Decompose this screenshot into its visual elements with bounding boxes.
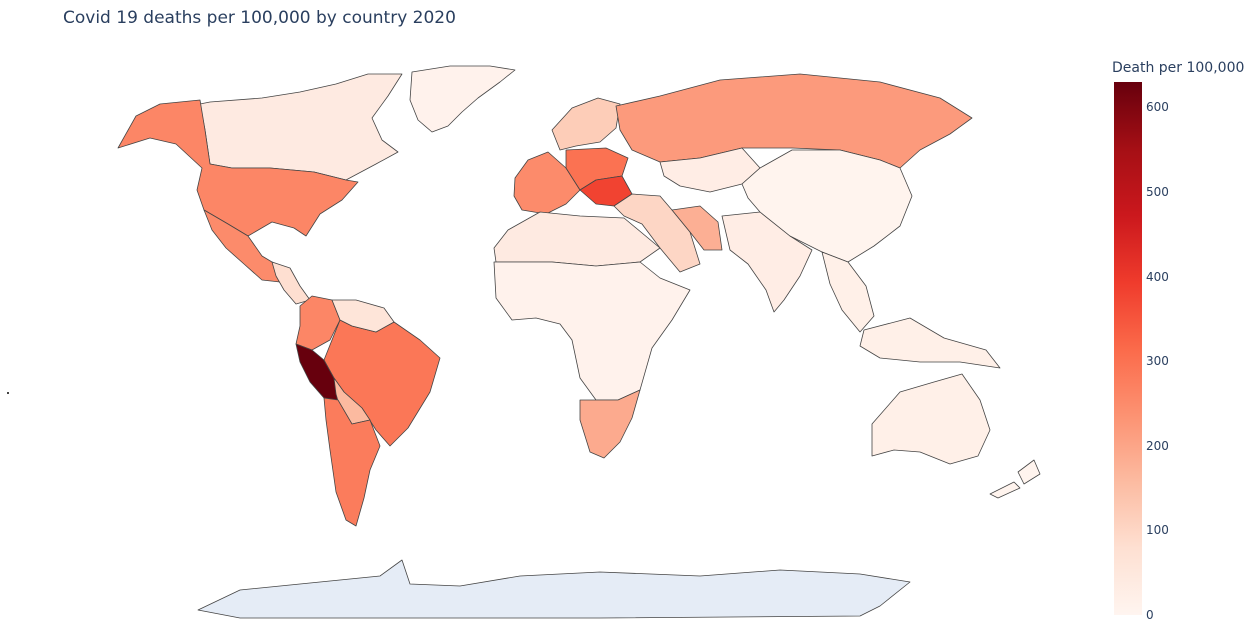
colorbar — [1114, 82, 1142, 615]
region-china-east-asia[interactable] — [741, 149, 913, 263]
region-central-america[interactable] — [271, 261, 311, 305]
region-southern-africa[interactable] — [579, 389, 641, 459]
colorbar-tick: 500 — [1146, 184, 1169, 199]
colorbar-tick: 0 — [1146, 608, 1154, 622]
region-western-europe[interactable] — [513, 151, 581, 215]
region-australia[interactable] — [871, 373, 991, 465]
region-venezuela-guianas[interactable] — [331, 299, 395, 333]
region-turkey-middle-east[interactable] — [613, 193, 701, 273]
region-canada[interactable] — [199, 73, 403, 181]
colorbar-tick: 400 — [1146, 269, 1169, 284]
region-sub-saharan-africa[interactable] — [493, 261, 691, 401]
region-antarctica[interactable] — [197, 559, 911, 619]
region-colombia-ecuador[interactable] — [295, 295, 341, 351]
region-iran[interactable] — [671, 205, 723, 251]
colorbar-tick: 200 — [1146, 438, 1169, 453]
colorbar-title: Death per 100,000 — [1112, 60, 1245, 76]
region-new-zealand[interactable] — [989, 459, 1041, 499]
region-southeast-asia[interactable] — [821, 251, 1001, 369]
stray-point — [7, 392, 9, 394]
colorbar-tick: 100 — [1146, 523, 1169, 538]
colorbar-tick: 600 — [1146, 100, 1169, 115]
region-scandinavia[interactable] — [551, 97, 621, 151]
region-argentina-chile[interactable] — [323, 397, 381, 527]
colorbar-tick: 300 — [1146, 354, 1169, 369]
chart-title: Covid 19 deaths per 100,000 by country 2… — [63, 8, 456, 28]
region-alaska-united-states[interactable] — [117, 99, 359, 237]
region-greenland[interactable] — [409, 65, 516, 133]
